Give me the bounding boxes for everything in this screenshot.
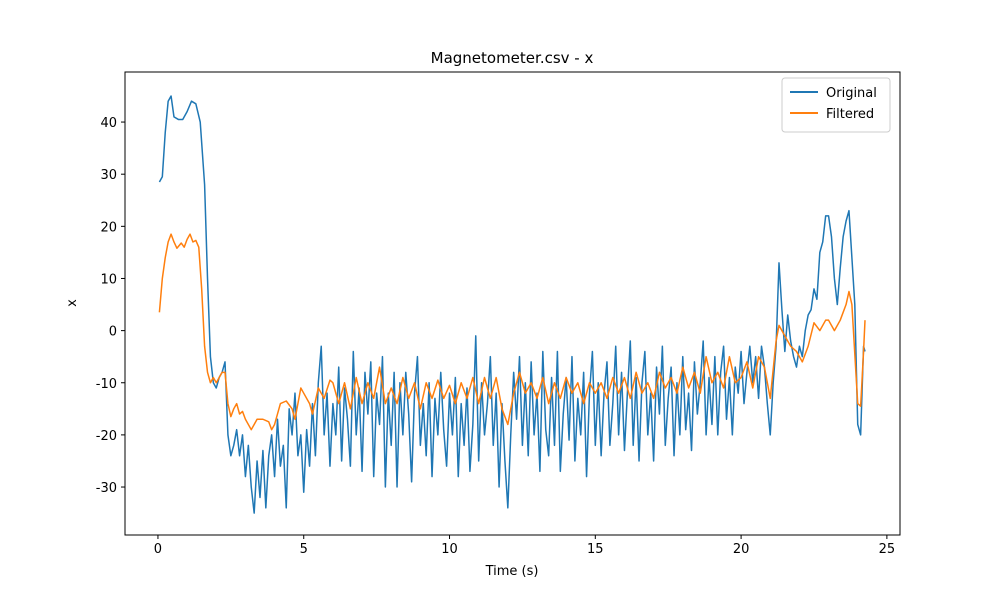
legend-label: Filtered: [826, 107, 874, 122]
y-tick-label: -10: [96, 377, 117, 392]
x-tick-label: 25: [879, 542, 896, 557]
plot-area: [158, 95, 866, 514]
legend-label: Original: [826, 86, 877, 101]
data-line: [158, 233, 866, 431]
x-tick-label: 10: [441, 542, 458, 557]
x-tick-label: 15: [587, 542, 604, 557]
x-axis-label: Time (s): [485, 564, 539, 579]
y-tick-label: -30: [96, 481, 117, 496]
x-tick-label: 20: [733, 542, 750, 557]
y-tick-label: 30: [100, 168, 117, 183]
y-tick-label: 20: [100, 220, 117, 235]
y-tick-label: -20: [96, 429, 117, 444]
x-tick-label: 5: [300, 542, 308, 557]
y-tick-label: 10: [100, 272, 117, 287]
y-axis-label: x: [65, 299, 80, 307]
data-line: [158, 95, 866, 514]
y-tick-label: 40: [100, 116, 117, 131]
y-tick-label: 0: [109, 325, 117, 340]
axes-frame: [124, 71, 901, 536]
x-tick-label: 0: [154, 542, 162, 557]
chart-title: Magnetometer.csv - x: [431, 49, 594, 67]
